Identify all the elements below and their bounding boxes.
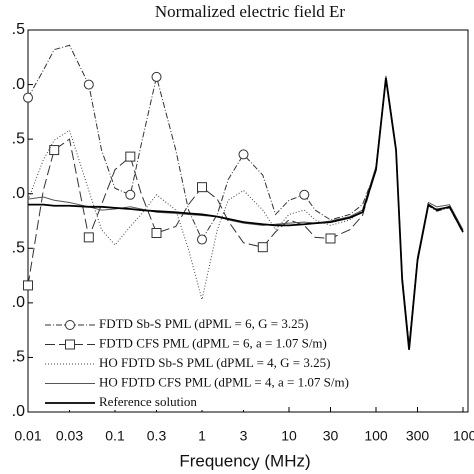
- series-line: [27, 44, 464, 349]
- marker: [83, 232, 94, 243]
- legend-label: HO FDTD Sb-S PML (dPML = 4, G = 3.25): [99, 355, 330, 370]
- marker: [197, 234, 207, 245]
- legend: FDTD Sb-S PML (dPML = 6, G = 3.25) FDTD C…: [38, 313, 349, 410]
- series-line: [27, 75, 464, 345]
- y-tick-label: .5: [12, 240, 25, 257]
- x-tick-label: 3: [240, 428, 248, 444]
- y-tick-label: .0: [12, 185, 25, 202]
- y-tick-label: .5: [12, 130, 25, 147]
- x-tick-label: 300: [406, 428, 430, 444]
- series-line: [27, 79, 464, 349]
- legend-label: HO FDTD CFS PML (dPML = 4, a = 1.07 S/m): [99, 374, 349, 389]
- marker: [238, 149, 249, 160]
- marker: [49, 145, 60, 156]
- marker: [125, 151, 136, 162]
- marker: [65, 339, 75, 350]
- marker: [151, 71, 162, 82]
- legend-box: [38, 313, 268, 410]
- series-line: [27, 79, 464, 347]
- x-tick-label: 1: [198, 428, 206, 444]
- marker: [325, 233, 336, 244]
- y-tick-label: .0: [12, 294, 25, 311]
- marker: [197, 182, 207, 193]
- x-tick-label: 0.01: [14, 428, 41, 444]
- marker: [65, 320, 75, 330]
- y-tick-label: .0: [12, 403, 25, 420]
- marker: [23, 280, 33, 291]
- x-tick-label: 0.3: [147, 428, 167, 444]
- marker: [257, 242, 268, 253]
- chart-title: Normalized electric field Er: [155, 2, 346, 21]
- x-tick-label: 100: [453, 428, 474, 444]
- y-tick-label: .0: [12, 76, 25, 93]
- x-tick-label: 10: [281, 428, 297, 444]
- legend-label: FDTD Sb-S PML (dPML = 6, G = 3.25): [99, 316, 308, 331]
- x-tick-label: 0.03: [56, 428, 83, 444]
- x-tick-label: 0.1: [105, 428, 125, 444]
- marker: [299, 189, 310, 200]
- marker: [23, 92, 33, 103]
- plot-frame: [27, 29, 469, 413]
- series-line: [28, 77, 464, 350]
- x-axis-label: Frequency (MHz): [179, 451, 310, 470]
- x-tick-label: 30: [323, 428, 339, 444]
- y-tick-label: .5: [12, 349, 25, 366]
- marker: [83, 79, 94, 90]
- legend-label: Reference solution: [99, 394, 197, 409]
- marker: [125, 189, 136, 200]
- marker: [151, 228, 162, 239]
- legend-label: FDTD CFS PML (dPML = 6, a = 1.07 S/m): [99, 335, 327, 350]
- y-tick-label: .5: [12, 21, 25, 38]
- x-tick-label: 100: [364, 428, 388, 444]
